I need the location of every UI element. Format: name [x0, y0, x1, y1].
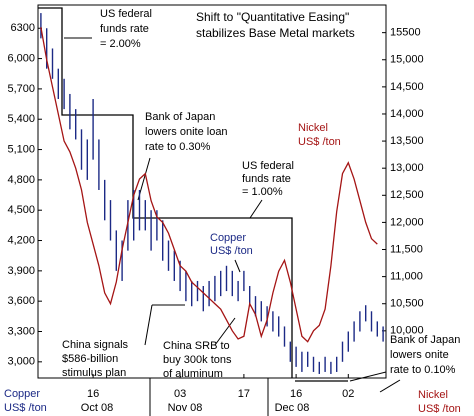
- annotation: funds rate: [100, 23, 149, 35]
- y-axis-label: US$ /ton: [4, 402, 47, 414]
- y2-tick-label: 12,500: [390, 189, 424, 201]
- annotation: China signals: [62, 339, 129, 351]
- series-label: US$ /ton: [210, 245, 253, 257]
- y-tick-label: 6300: [11, 22, 35, 34]
- y-tick-label: 3,000: [7, 356, 35, 368]
- y2-tick-label: 12,000: [390, 216, 424, 228]
- month-label: Oct 08: [81, 402, 113, 414]
- annotation: Bank of Japan: [390, 334, 460, 346]
- annotation: $586-billion: [62, 353, 118, 365]
- y2-tick-label: 14,500: [390, 81, 424, 93]
- x-tick-label: 17: [238, 388, 250, 400]
- leader-line: [144, 304, 153, 346]
- y2-tick-label: 14,000: [390, 108, 424, 120]
- month-label: Nov 08: [168, 402, 203, 414]
- annotation: of aluminum: [163, 368, 223, 380]
- y-tick-label: 6,000: [7, 52, 35, 64]
- annotation: stimulus plan: [62, 367, 126, 379]
- series-label: Nickel: [298, 122, 328, 134]
- x-tick-label: 03: [174, 388, 186, 400]
- leader-line: [214, 317, 236, 346]
- y2-tick-label: 10,000: [390, 325, 424, 337]
- y2-tick-label: 15500: [390, 27, 421, 39]
- y2-tick-label: 10,500: [390, 298, 424, 310]
- month-label: Dec 08: [275, 402, 310, 414]
- y2-tick-label: 15,000: [390, 54, 424, 66]
- chart-title: stabilizes Base Metal markets: [196, 26, 355, 40]
- annotation: lowers onite loan: [145, 126, 228, 138]
- annotation: US federal: [100, 8, 152, 20]
- annotation: US federal: [242, 160, 294, 172]
- y-tick-label: 5,700: [7, 83, 35, 95]
- x-tick-label: 02: [342, 388, 354, 400]
- chart-title: Shift to "Quantitative Easing": [196, 10, 349, 24]
- y-tick-label: 5,400: [7, 113, 35, 125]
- annotation: rate to 0.10%: [390, 364, 456, 376]
- leader-line: [234, 259, 241, 273]
- y-axis-label: Copper: [4, 388, 40, 400]
- series-label: Copper: [210, 232, 246, 244]
- y2-tick-label: 11,000: [390, 271, 423, 283]
- annotation: lowers onite: [390, 349, 449, 361]
- y-tick-label: 4,800: [7, 174, 35, 186]
- leader-line: [249, 199, 263, 219]
- y2-tick-label: 13,500: [390, 135, 424, 147]
- annotation: funds rate: [242, 173, 291, 185]
- x-tick-label: 16: [87, 388, 99, 400]
- y-tick-label: 3,600: [7, 295, 35, 307]
- y2-tick-label: 11,500: [390, 243, 423, 255]
- x-tick-label: 16: [290, 388, 302, 400]
- leader-line: [349, 371, 387, 382]
- plot-frame: [37, 4, 387, 379]
- y-tick-label: 3,300: [7, 325, 35, 337]
- y-tick-label: 3,900: [7, 265, 35, 277]
- y-tick-label: 4,200: [7, 234, 35, 246]
- y-tick-label: 4,500: [7, 204, 35, 216]
- annotation: buy 300k tons: [163, 354, 232, 366]
- y2-tick-label: 13,000: [390, 162, 424, 174]
- annotation: Bank of Japan: [145, 111, 215, 123]
- y2-axis-label: Nickel: [418, 389, 448, 401]
- annotation: = 2.00%: [100, 38, 141, 50]
- rate-steps: [38, 7, 293, 378]
- annotation: rate to 0.30%: [145, 141, 211, 153]
- nickel-line: [40, 27, 378, 343]
- annotation: = 1.00%: [242, 186, 283, 198]
- y-tick-label: 5,100: [7, 143, 35, 155]
- annotation: China SRB to: [163, 340, 230, 352]
- y2-axis-label: US$ /ton: [418, 403, 461, 415]
- leader-line: [379, 379, 401, 393]
- series-label: US$ /ton: [298, 136, 341, 148]
